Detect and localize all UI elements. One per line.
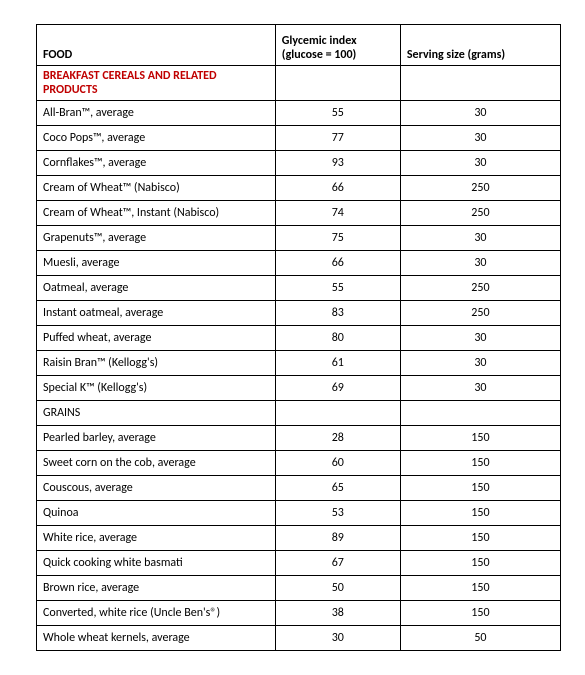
table-row: GRAINS (37, 401, 561, 426)
table-row: Couscous, average65150 (37, 476, 561, 501)
cell-serving: 30 (400, 251, 560, 276)
table-row: Instant oatmeal, average83250 (37, 301, 561, 326)
cell-food: Coco Pops™, average (37, 126, 276, 151)
cell-gi: 80 (275, 326, 400, 351)
cell-gi: 53 (275, 501, 400, 526)
cell-empty (400, 66, 560, 101)
table-header-row: FOOD Glycemic index (glucose = 100) Serv… (37, 25, 561, 66)
column-header-gi: Glycemic index (glucose = 100) (275, 25, 400, 66)
column-header-serving: Serving size (grams) (400, 25, 560, 66)
table-row: Cream of Wheat™ (Nabisco)66250 (37, 176, 561, 201)
cell-food: Brown rice, average (37, 576, 276, 601)
cell-food: All-Bran™, average (37, 101, 276, 126)
table-row: White rice, average89150 (37, 526, 561, 551)
cell-serving: 30 (400, 151, 560, 176)
cell-serving: 30 (400, 351, 560, 376)
cell-gi: 67 (275, 551, 400, 576)
cell-gi: 55 (275, 101, 400, 126)
table-row: Converted, white rice (Uncle Ben's®)3815… (37, 601, 561, 626)
cell-food: Raisin Bran™ (Kellogg's) (37, 351, 276, 376)
cell-serving: 150 (400, 451, 560, 476)
cell-gi: 61 (275, 351, 400, 376)
cell-gi: 93 (275, 151, 400, 176)
cell-food: Converted, white rice (Uncle Ben's®) (37, 601, 276, 626)
cell-empty (275, 401, 400, 426)
cell-gi: 60 (275, 451, 400, 476)
table-row: Muesli, average6630 (37, 251, 561, 276)
cell-gi: 55 (275, 276, 400, 301)
cell-food: Cream of Wheat™ (Nabisco) (37, 176, 276, 201)
cell-serving: 30 (400, 101, 560, 126)
cell-food: Couscous, average (37, 476, 276, 501)
table-row: Quinoa53150 (37, 501, 561, 526)
cell-gi: 66 (275, 176, 400, 201)
table-row: Brown rice, average50150 (37, 576, 561, 601)
cell-serving: 150 (400, 576, 560, 601)
cell-serving: 30 (400, 326, 560, 351)
table-row: Quick cooking white basmati67150 (37, 551, 561, 576)
table-row: Special K™ (Kellogg's)6930 (37, 376, 561, 401)
cell-serving: 250 (400, 301, 560, 326)
cell-gi: 50 (275, 576, 400, 601)
table-row: Coco Pops™, average7730 (37, 126, 561, 151)
cell-gi: 89 (275, 526, 400, 551)
cell-serving: 150 (400, 501, 560, 526)
cell-food: Instant oatmeal, average (37, 301, 276, 326)
table-row: Sweet corn on the cob, average60150 (37, 451, 561, 476)
cell-food: Whole wheat kernels, average (37, 626, 276, 651)
cell-gi: 65 (275, 476, 400, 501)
cell-serving: 150 (400, 476, 560, 501)
cell-serving: 30 (400, 126, 560, 151)
cell-gi: 75 (275, 226, 400, 251)
cell-food: White rice, average (37, 526, 276, 551)
cell-serving: 150 (400, 551, 560, 576)
cell-serving: 50 (400, 626, 560, 651)
cell-food: Pearled barley, average (37, 426, 276, 451)
cell-gi: 66 (275, 251, 400, 276)
table-row: Grapenuts™, average7530 (37, 226, 561, 251)
column-header-food: FOOD (37, 25, 276, 66)
cell-serving: 30 (400, 226, 560, 251)
glycemic-index-table: FOOD Glycemic index (glucose = 100) Serv… (36, 24, 561, 651)
cell-food: Cornflakes™, average (37, 151, 276, 176)
cell-serving: 250 (400, 201, 560, 226)
cell-food: Cream of Wheat™, Instant (Nabisco) (37, 201, 276, 226)
cell-serving: 30 (400, 376, 560, 401)
table-row: Raisin Bran™ (Kellogg's)6130 (37, 351, 561, 376)
table-row: Cream of Wheat™, Instant (Nabisco)74250 (37, 201, 561, 226)
cell-empty (275, 66, 400, 101)
cell-serving: 250 (400, 176, 560, 201)
cell-serving: 150 (400, 526, 560, 551)
cell-food: Quinoa (37, 501, 276, 526)
table-row: Puffed wheat, average8030 (37, 326, 561, 351)
cell-serving: 250 (400, 276, 560, 301)
cell-gi: 38 (275, 601, 400, 626)
cell-food: Special K™ (Kellogg's) (37, 376, 276, 401)
cell-gi: 83 (275, 301, 400, 326)
cell-food: Oatmeal, average (37, 276, 276, 301)
cell-gi: 77 (275, 126, 400, 151)
section-label: GRAINS (37, 401, 276, 426)
table-row: Oatmeal, average55250 (37, 276, 561, 301)
cell-gi: 69 (275, 376, 400, 401)
table-row: Whole wheat kernels, average3050 (37, 626, 561, 651)
cell-gi: 74 (275, 201, 400, 226)
cell-serving: 150 (400, 601, 560, 626)
cell-food: Quick cooking white basmati (37, 551, 276, 576)
table-row: Cornflakes™, average9330 (37, 151, 561, 176)
section-label: BREAKFAST CEREALS AND RELATED PRODUCTS (37, 66, 276, 101)
table-body: BREAKFAST CEREALS AND RELATED PRODUCTSAl… (37, 66, 561, 651)
cell-food: Puffed wheat, average (37, 326, 276, 351)
cell-food: Muesli, average (37, 251, 276, 276)
cell-food: Sweet corn on the cob, average (37, 451, 276, 476)
cell-gi: 28 (275, 426, 400, 451)
cell-serving: 150 (400, 426, 560, 451)
cell-gi: 30 (275, 626, 400, 651)
cell-food: Grapenuts™, average (37, 226, 276, 251)
table-row: BREAKFAST CEREALS AND RELATED PRODUCTS (37, 66, 561, 101)
table-row: All-Bran™, average5530 (37, 101, 561, 126)
cell-empty (400, 401, 560, 426)
table-row: Pearled barley, average28150 (37, 426, 561, 451)
